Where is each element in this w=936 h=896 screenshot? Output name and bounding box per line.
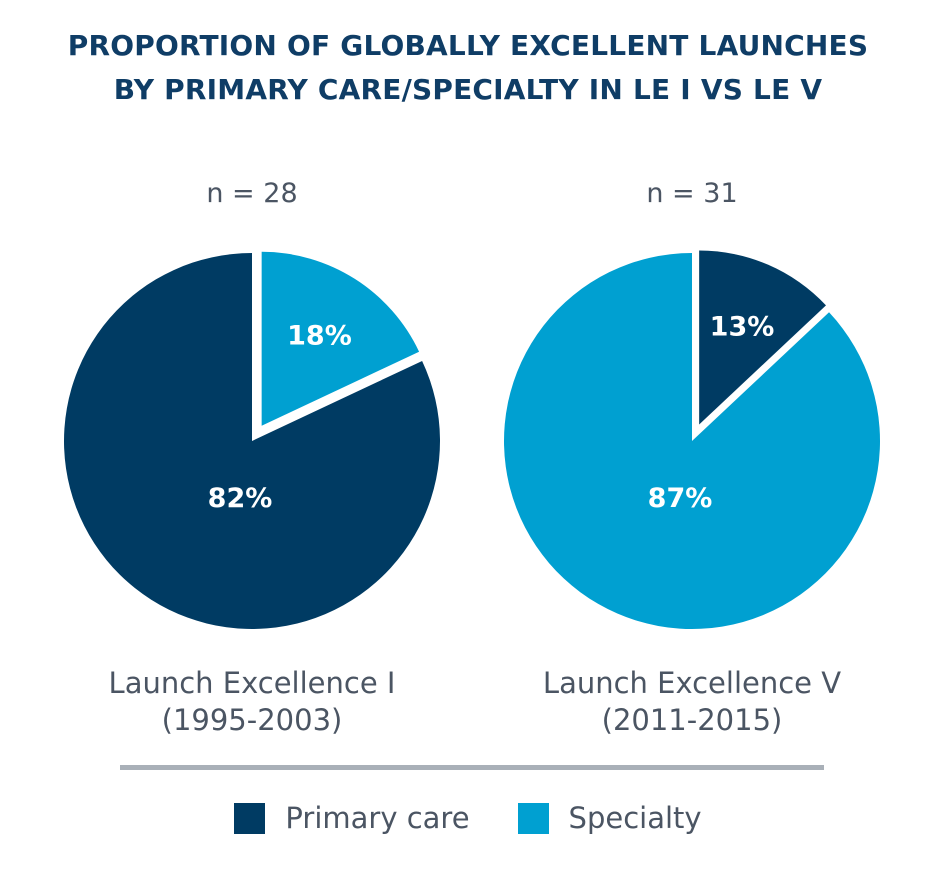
chart-title: PROPORTION OF GLOBALLY EXCELLENT LAUNCHE… (0, 24, 936, 112)
pie-1-slice-specialty (261, 251, 420, 426)
legend: Primary care Specialty (0, 798, 936, 838)
pie-2-n-label: n = 31 (646, 178, 737, 209)
pie-1-slice-label-primary-care: 82% (208, 483, 273, 514)
chart-title-line-1: PROPORTION OF GLOBALLY EXCELLENT LAUNCHE… (67, 29, 869, 62)
pie-1-n-label: n = 28 (206, 178, 297, 209)
legend-swatch-specialty (517, 802, 549, 834)
pie-2-slice-label-primary-care: 13% (710, 311, 775, 342)
pie-1-slice-label-specialty: 18% (287, 321, 352, 352)
legend-item-primary-care: Primary care (234, 801, 470, 835)
pie-2-slice-primary-care (699, 250, 826, 425)
legend-label-primary-care: Primary care (285, 801, 470, 835)
divider-line (120, 765, 824, 770)
pie-2-label-line-2: (2011-2015) (602, 703, 783, 737)
legend-item-specialty: Specialty (517, 801, 702, 835)
pie-1-label-line-1: Launch Excellence I (109, 666, 396, 700)
legend-label-specialty: Specialty (568, 801, 702, 835)
chart-title-line-2: BY PRIMARY CARE/SPECIALTY IN LE I VS LE … (113, 73, 823, 106)
pie-1-label-line-2: (1995-2003) (162, 703, 343, 737)
pie-2-slice-specialty (504, 253, 881, 629)
pie-2-slice-label-specialty: 87% (648, 483, 713, 514)
pie-2-label-line-1: Launch Excellence V (543, 666, 841, 700)
legend-swatch-primary-care (234, 802, 266, 834)
pie-1-slice-primary-care (64, 253, 441, 629)
